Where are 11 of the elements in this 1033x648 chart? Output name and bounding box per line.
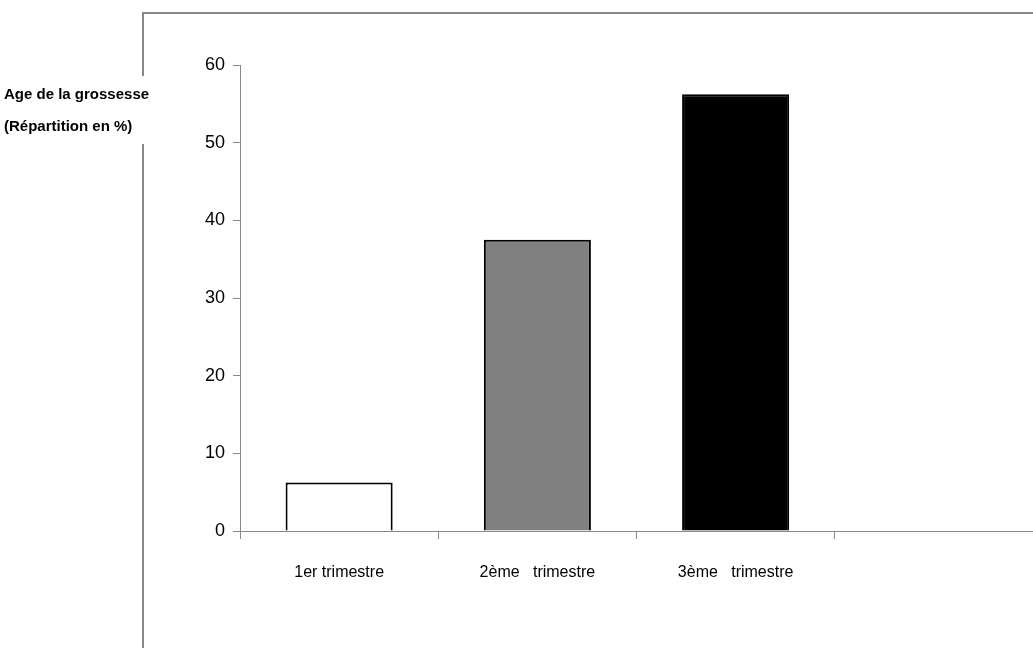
x-tick-label: 3ème trimestre <box>677 563 794 581</box>
y-tick-label: 0 <box>214 519 225 540</box>
y-tick-label: 30 <box>204 286 225 307</box>
x-tick-label: 2ème trimestre <box>479 563 596 581</box>
y-tick-label: 60 <box>204 53 225 74</box>
x-tick-label: 1er trimestre <box>294 563 385 581</box>
y-tick-label: 50 <box>204 131 225 152</box>
y-axis-title: Age de la grossesse (Répartition en %) <box>4 76 162 144</box>
y-tick-label: 40 <box>204 209 225 230</box>
y-tick-label: 20 <box>204 364 225 385</box>
y-tick-label: 10 <box>204 442 225 463</box>
